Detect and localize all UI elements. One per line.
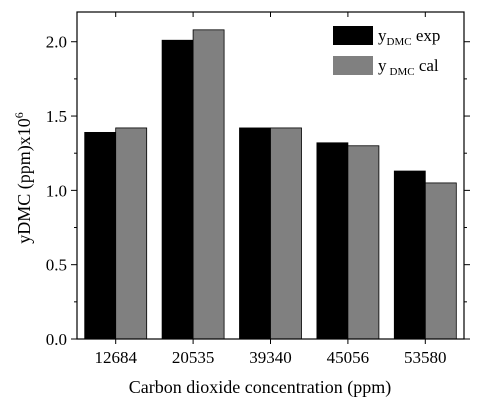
x-tick-label-39340: 39340 xyxy=(249,348,292,367)
x-tick-label-53580: 53580 xyxy=(404,348,447,367)
bar-cal-20535 xyxy=(192,29,225,340)
x-tick-label-20535: 20535 xyxy=(172,348,215,367)
y-axis-label-superscript: 6 xyxy=(12,112,26,118)
legend-swatch-cal xyxy=(333,56,373,75)
bar-exp-45056 xyxy=(316,142,349,340)
legend-label-cal: y DMC cal xyxy=(378,56,439,78)
y-axis-label: yDMC (ppm)x106 xyxy=(12,112,35,244)
x-axis-label: Carbon dioxide concentration (ppm) xyxy=(129,377,391,398)
y-tick-label-1.5: 1.5 xyxy=(46,107,67,126)
legend-label-exp: yDMC exp xyxy=(378,26,440,48)
y-axis-label-main: yDMC (ppm)x10 xyxy=(14,118,35,244)
bar-cal-39340 xyxy=(270,127,302,340)
bars-group xyxy=(84,29,457,340)
bar-exp-12684 xyxy=(84,131,117,340)
bar-exp-53580 xyxy=(393,170,426,340)
y-tick-label-0.0: 0.0 xyxy=(46,330,67,349)
y-tick-label-0.5: 0.5 xyxy=(46,256,67,275)
bar-cal-45056 xyxy=(347,145,380,340)
x-tick-label-12684: 12684 xyxy=(94,348,137,367)
x-tick-label-45056: 45056 xyxy=(327,348,370,367)
legend-swatch-exp xyxy=(333,26,373,45)
y-axis: 0.0 0.5 1.0 1.5 2.0 xyxy=(46,33,470,349)
x-axis: 12684 20535 39340 45056 53580 xyxy=(94,12,447,367)
y-tick-label-2.0: 2.0 xyxy=(46,33,67,52)
y-tick-label-1.0: 1.0 xyxy=(46,181,67,200)
bar-exp-20535 xyxy=(161,39,194,340)
legend: yDMC exp y DMC cal xyxy=(333,26,440,78)
bar-cal-53580 xyxy=(424,182,457,340)
bar-exp-39340 xyxy=(239,127,271,340)
bar-cal-12684 xyxy=(115,127,148,340)
